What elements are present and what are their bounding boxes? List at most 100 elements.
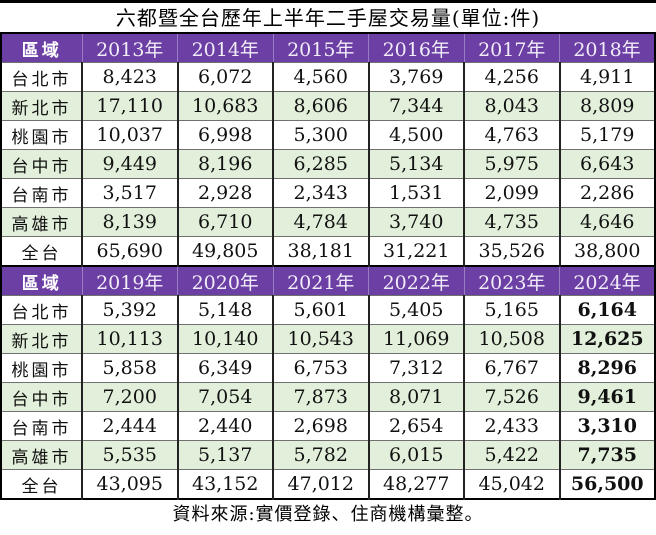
value-cell: 1,531: [367, 178, 464, 208]
source-note: 資料來源:實價登錄、住商機構彙整。: [0, 500, 656, 530]
value-cell: 2,928: [176, 178, 273, 208]
value-cell: 48,277: [367, 469, 464, 499]
table-row: 台北市 8,423 6,072 4,560 3,769 4,256 4,911: [1, 62, 655, 92]
table-row: 桃園市 5,858 6,349 6,753 7,312 6,767 8,296: [1, 353, 655, 383]
transactions-table: 區域 2013年 2014年 2015年 2016年 2017年 2018年 台北市 8,423…: [0, 32, 656, 500]
value-cell: 4,256: [463, 62, 560, 92]
value-cell: 8,043: [463, 91, 560, 121]
value-cell: 2,433: [463, 411, 560, 441]
table-row: 桃園市 10,037 6,998 5,300 4,500 4,763 5,179: [1, 120, 655, 150]
value-cell: 6,072: [176, 62, 273, 92]
value-cell: 2,343: [272, 178, 369, 208]
value-cell: 6,349: [176, 353, 273, 383]
table-section-2013-2018: 區域 2013年 2014年 2015年 2016年 2017年 2018年 台北市 8,423…: [1, 32, 655, 266]
value-cell: 7,200: [81, 382, 178, 412]
value-cell: 4,500: [367, 120, 464, 150]
value-cell: 7,873: [272, 382, 369, 412]
value-cell: 5,975: [463, 149, 560, 179]
year-header-cell: 2020年: [177, 265, 273, 296]
value-cell: 4,763: [463, 120, 560, 150]
year-header-cell: 2015年: [272, 32, 369, 63]
value-cell: 35,526: [463, 236, 560, 266]
value-cell: 49,805: [176, 236, 273, 266]
value-cell: 6,285: [272, 149, 369, 179]
value-cell: 10,508: [463, 324, 560, 354]
value-cell: 45,042: [463, 469, 560, 499]
value-cell: 2,654: [367, 411, 464, 441]
year-header-cell: 2023年: [463, 265, 560, 296]
value-cell: 31,221: [367, 236, 464, 266]
header-row: 區域 2019年 2020年 2021年 2022年 2023年 2024年: [1, 265, 655, 296]
value-cell: 2,099: [463, 178, 560, 208]
value-cell: 47,012: [272, 469, 369, 499]
value-cell: 5,300: [272, 120, 369, 150]
year-header-cell: 2024年: [559, 265, 655, 296]
region-cell: 台南市: [1, 178, 82, 208]
value-cell: 9,461: [558, 382, 655, 412]
value-cell: 10,037: [81, 120, 178, 150]
region-cell: 台中市: [1, 382, 82, 412]
region-cell: 台中市: [1, 149, 82, 179]
value-cell: 10,140: [176, 324, 273, 354]
table-row: 高雄市 8,139 6,710 4,784 3,740 4,735 4,646: [1, 207, 655, 237]
value-cell: 6,015: [367, 440, 464, 470]
table-section-2019-2024: 區域 2019年 2020年 2021年 2022年 2023年 2024年 台北市 5,392…: [1, 265, 655, 499]
value-cell: 5,148: [176, 295, 273, 325]
table-row: 台中市 9,449 8,196 6,285 5,134 5,975 6,643: [1, 149, 655, 179]
region-cell: 新北市: [1, 324, 82, 354]
year-header-cell: 2021年: [272, 265, 369, 296]
value-cell: 2,444: [81, 411, 178, 441]
total-row: 全台 65,690 49,805 38,181 31,221 35,526 38,800: [1, 236, 655, 266]
table-row: 台中市 7,200 7,054 7,873 8,071 7,526 9,461: [1, 382, 655, 412]
table-row: 新北市 17,110 10,683 8,606 7,344 8,043 8,809: [1, 91, 655, 121]
table-row: 台北市 5,392 5,148 5,601 5,405 5,165 6,164: [1, 295, 655, 325]
table-row: 台南市 2,444 2,440 2,698 2,654 2,433 3,310: [1, 411, 655, 441]
value-cell: 5,134: [367, 149, 464, 179]
region-cell: 高雄市: [1, 207, 82, 237]
value-cell: 56,500: [558, 469, 655, 499]
year-header-cell: 2014年: [177, 32, 273, 63]
value-cell: 5,165: [463, 295, 560, 325]
region-cell: 新北市: [1, 91, 82, 121]
value-cell: 6,753: [272, 353, 369, 383]
region-cell: 台北市: [1, 295, 82, 325]
value-cell: 7,735: [558, 440, 655, 470]
table-row: 新北市 10,113 10,140 10,543 11,069 10,508 12,625: [1, 324, 655, 354]
value-cell: 8,139: [81, 207, 178, 237]
value-cell: 5,179: [558, 120, 655, 150]
value-cell: 3,769: [367, 62, 464, 92]
value-cell: 8,423: [81, 62, 178, 92]
value-cell: 4,735: [463, 207, 560, 237]
value-cell: 10,543: [272, 324, 369, 354]
value-cell: 3,740: [367, 207, 464, 237]
value-cell: 5,405: [367, 295, 464, 325]
value-cell: 9,449: [81, 149, 178, 179]
value-cell: 43,152: [176, 469, 273, 499]
value-cell: 4,784: [272, 207, 369, 237]
value-cell: 5,535: [81, 440, 178, 470]
region-cell: 桃園市: [1, 120, 82, 150]
value-cell: 12,625: [558, 324, 655, 354]
region-cell: 台北市: [1, 62, 82, 92]
value-cell: 5,137: [176, 440, 273, 470]
value-cell: 5,601: [272, 295, 369, 325]
region-header-cell: 區域: [1, 265, 82, 296]
value-cell: 5,858: [81, 353, 178, 383]
year-header-cell: 2017年: [463, 32, 560, 63]
region-header-cell: 區域: [1, 32, 82, 63]
value-cell: 8,809: [558, 91, 655, 121]
value-cell: 2,440: [176, 411, 273, 441]
value-cell: 4,560: [272, 62, 369, 92]
region-cell: 台南市: [1, 411, 82, 441]
value-cell: 8,296: [558, 353, 655, 383]
value-cell: 6,164: [558, 295, 655, 325]
value-cell: 5,782: [272, 440, 369, 470]
value-cell: 6,643: [558, 149, 655, 179]
header-row: 區域 2013年 2014年 2015年 2016年 2017年 2018年: [1, 32, 655, 63]
value-cell: 3,310: [558, 411, 655, 441]
value-cell: 38,800: [558, 236, 655, 266]
region-cell: 高雄市: [1, 440, 82, 470]
value-cell: 2,286: [558, 178, 655, 208]
value-cell: 4,911: [558, 62, 655, 92]
